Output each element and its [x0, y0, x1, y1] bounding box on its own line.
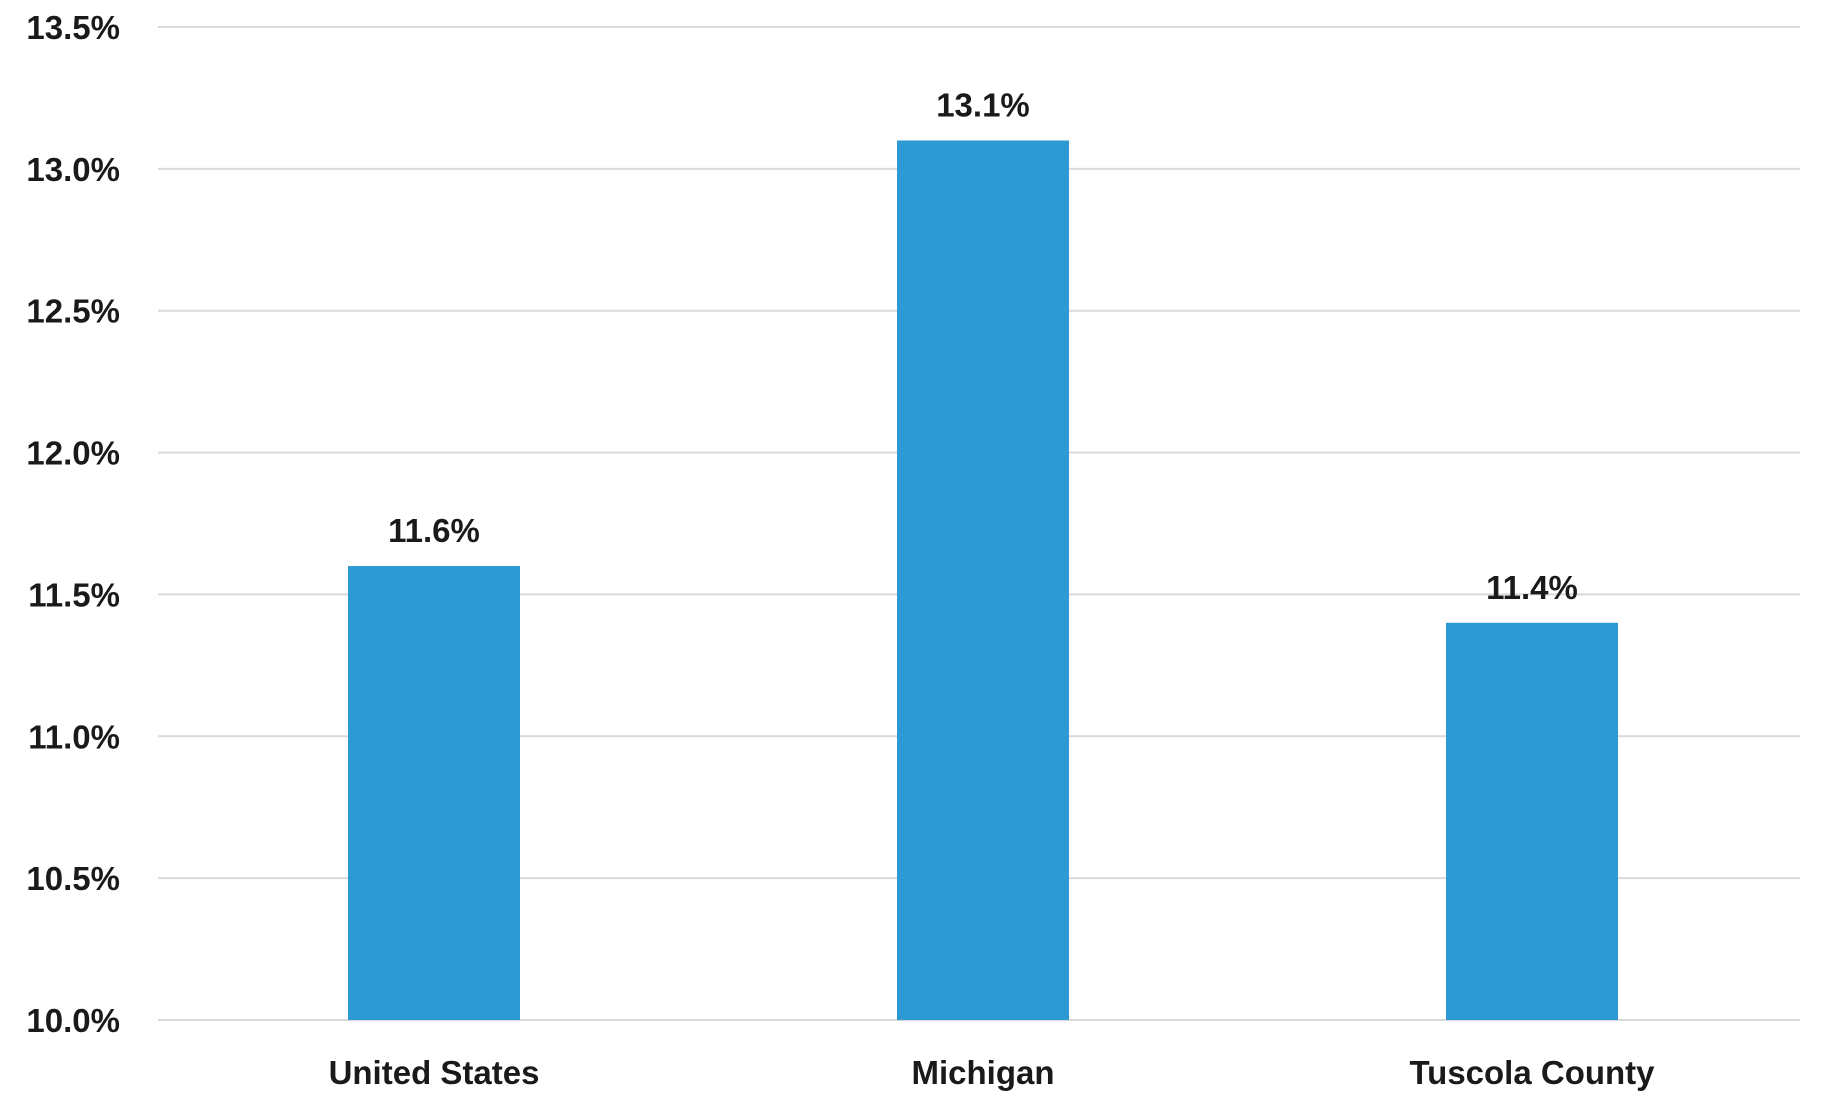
- data-labels: 11.6% 13.1% 11.4%: [388, 86, 1578, 605]
- x-axis-categories: United States Michigan Tuscola County: [329, 1054, 1656, 1091]
- bars: [348, 140, 1618, 1020]
- y-tick-label: 13.0%: [26, 151, 120, 188]
- y-tick-label: 12.0%: [26, 435, 120, 472]
- bar: [897, 140, 1069, 1020]
- data-label: 13.1%: [936, 86, 1030, 123]
- x-category-label: United States: [329, 1054, 540, 1091]
- y-tick-label: 10.5%: [26, 860, 120, 897]
- data-label: 11.6%: [388, 512, 480, 549]
- y-tick-label: 11.0%: [28, 718, 120, 755]
- data-label: 11.4%: [1486, 569, 1578, 606]
- y-tick-label: 10.0%: [26, 1002, 120, 1039]
- y-tick-label: 12.5%: [26, 293, 120, 330]
- y-tick-label: 13.5%: [26, 9, 120, 46]
- bar: [1446, 622, 1618, 1020]
- y-tick-label: 11.5%: [28, 576, 120, 613]
- x-category-label: Tuscola County: [1409, 1054, 1655, 1091]
- bar: [348, 566, 520, 1020]
- x-category-label: Michigan: [911, 1054, 1054, 1091]
- y-axis-ticks: 10.0% 10.5% 11.0% 11.5% 12.0% 12.5% 13.0% 13.5%: [26, 9, 120, 1039]
